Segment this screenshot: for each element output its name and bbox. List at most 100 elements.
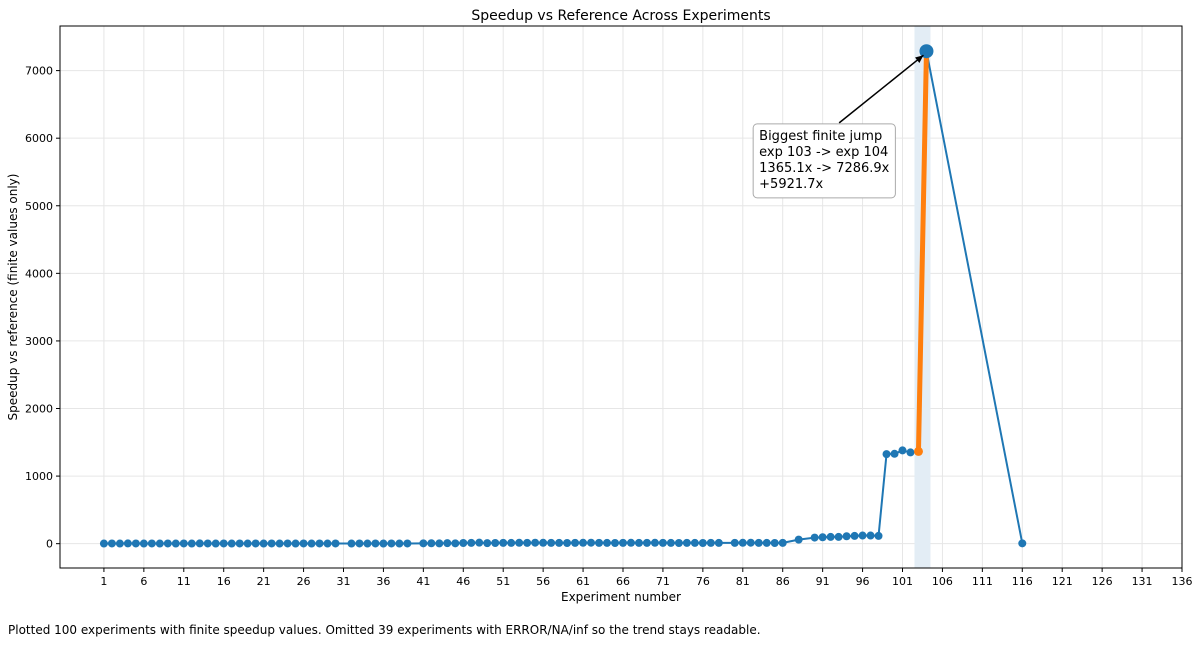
data-point (730, 538, 739, 547)
annotation-line-3: 1365.1x -> 7286.9x (759, 161, 890, 176)
x-tick-label: 116 (1012, 575, 1033, 588)
data-point (563, 538, 572, 547)
data-point (483, 539, 492, 548)
data-point (682, 538, 691, 547)
y-tick-label: 0 (46, 538, 53, 551)
data-point (499, 538, 508, 547)
data-point (203, 539, 212, 548)
highlight-jump-line (915, 48, 929, 454)
data-point (595, 538, 604, 547)
data-point (395, 539, 404, 548)
data-point (155, 539, 164, 548)
data-point (762, 538, 771, 547)
footnote: Plotted 100 experiments with finite spee… (8, 623, 761, 637)
x-tick-label: 51 (496, 575, 510, 588)
data-point (251, 539, 260, 548)
data-point (243, 539, 252, 548)
data-point (618, 538, 627, 547)
tick-layer: 1 6 11 16 21 26 31 36 41 46 51 56 61 66 71 76 81 86 91 96 10… (25, 65, 1193, 588)
data-point (283, 539, 292, 548)
data-point (219, 539, 228, 548)
y-tick-label: 5000 (25, 200, 53, 213)
data-point (571, 538, 580, 547)
data-point (539, 538, 548, 547)
y-axis-label: Speedup vs reference (finite values only… (6, 174, 20, 421)
y-tick-label: 1000 (25, 470, 53, 483)
series-layer (99, 44, 1027, 548)
data-point (690, 538, 699, 547)
data-point (810, 533, 819, 542)
data-point (794, 535, 803, 544)
x-tick-label: 126 (1092, 575, 1113, 588)
data-point (379, 539, 388, 548)
data-point (427, 539, 436, 548)
data-point (547, 538, 556, 547)
data-point (603, 538, 612, 547)
x-tick-label: 36 (376, 575, 390, 588)
chart-title: Speedup vs Reference Across Experiments (471, 8, 770, 24)
annotation-line-2: exp 103 -> exp 104 (759, 145, 888, 160)
x-tick-label: 101 (892, 575, 913, 588)
x-tick-label: 121 (1052, 575, 1073, 588)
data-point (850, 531, 859, 540)
x-tick-label: 1 (100, 575, 107, 588)
data-point (754, 538, 763, 547)
x-tick-label: 66 (616, 575, 630, 588)
data-point (435, 539, 444, 548)
x-tick-label: 136 (1172, 575, 1193, 588)
data-point (107, 539, 116, 548)
data-point (187, 539, 196, 548)
data-point (291, 539, 300, 548)
plot-frame (59, 25, 1183, 569)
data-point (866, 531, 875, 540)
x-tick-label: 21 (257, 575, 271, 588)
data-point (642, 538, 651, 547)
data-point (746, 538, 755, 547)
data-point (650, 538, 659, 547)
speedup-chart: Speedup vs Reference Across Experiments … (6, 8, 1193, 604)
data-point (179, 539, 188, 548)
data-point (515, 538, 524, 547)
data-point (890, 449, 899, 458)
data-point (778, 538, 787, 547)
data-point (842, 532, 851, 541)
data-point (299, 539, 308, 548)
annotation-line-1: Biggest finite jump (759, 129, 882, 144)
x-tick-label: 56 (536, 575, 550, 588)
data-point (235, 539, 244, 548)
annotation-arrowhead (915, 55, 924, 63)
data-point (906, 448, 915, 457)
highlight-start-point (913, 446, 923, 456)
x-tick-label: 61 (576, 575, 590, 588)
data-point (331, 539, 340, 548)
data-point (698, 538, 707, 547)
x-tick-label: 76 (696, 575, 710, 588)
data-point (858, 531, 867, 540)
x-tick-label: 46 (456, 575, 470, 588)
data-point (355, 539, 364, 548)
data-point (714, 538, 723, 547)
data-point (147, 539, 156, 548)
data-point (451, 539, 460, 548)
x-tick-label: 11 (177, 575, 191, 588)
x-tick-label: 26 (297, 575, 311, 588)
data-point (818, 533, 827, 542)
x-tick-label: 111 (972, 575, 993, 588)
data-point (403, 539, 412, 548)
data-point (139, 539, 148, 548)
data-point (419, 539, 428, 548)
data-point (874, 531, 883, 540)
data-point (658, 538, 667, 547)
data-point (579, 538, 588, 547)
data-point (666, 538, 675, 547)
y-tick-label: 7000 (25, 65, 53, 78)
data-point (371, 539, 380, 548)
x-tick-label: 91 (816, 575, 830, 588)
x-tick-label: 86 (776, 575, 790, 588)
data-point (611, 538, 620, 547)
annotation-arrow (838, 54, 924, 124)
data-point (491, 538, 500, 547)
data-point (211, 539, 220, 548)
data-point (163, 539, 172, 548)
x-tick-label: 106 (932, 575, 953, 588)
